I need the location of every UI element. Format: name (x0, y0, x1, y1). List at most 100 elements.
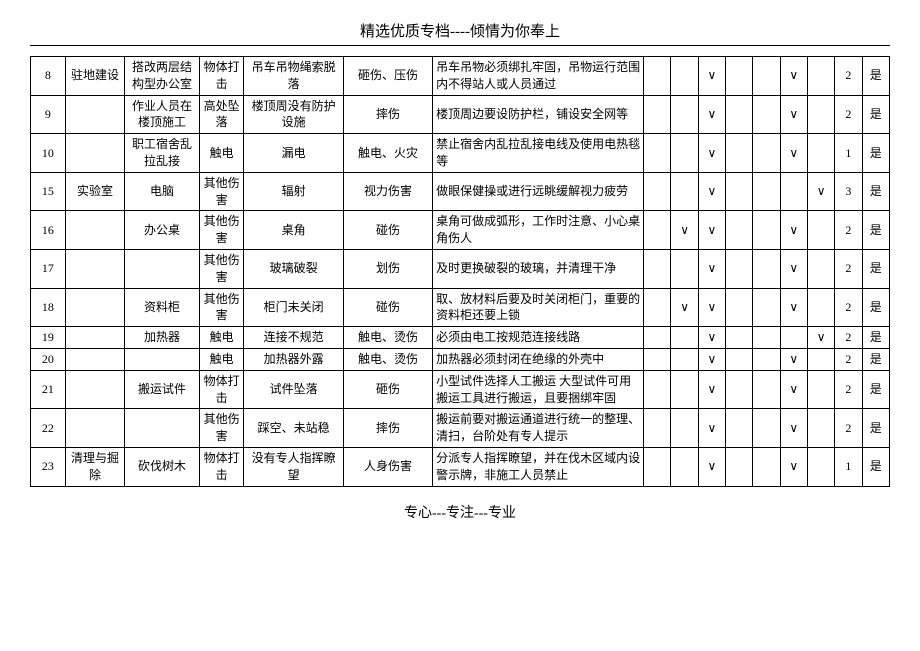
table-cell (65, 348, 125, 370)
table-row: 17其他伤害玻璃破裂划伤及时更换破裂的玻璃，并清理干净∨∨2是 (31, 249, 890, 288)
table-cell: ∨ (671, 211, 698, 250)
table-cell: ∨ (807, 172, 834, 211)
table-cell: 资料柜 (125, 288, 199, 327)
table-cell: ∨ (698, 172, 725, 211)
table-cell (65, 288, 125, 327)
table-cell (753, 370, 780, 409)
table-cell: 加热器外露 (244, 348, 343, 370)
table-cell: 2 (835, 370, 862, 409)
table-cell (65, 134, 125, 173)
page-header: 精选优质专档----倾情为你奉上 (30, 20, 890, 46)
table-cell: 是 (862, 288, 889, 327)
table-cell: 电脑 (125, 172, 199, 211)
table-cell (726, 134, 753, 173)
table-cell (671, 447, 698, 486)
table-cell: 其他伤害 (199, 409, 244, 448)
table-cell (644, 447, 671, 486)
table-cell (125, 409, 199, 448)
table-cell: 漏电 (244, 134, 343, 173)
table-cell: 15 (31, 172, 66, 211)
table-cell (753, 288, 780, 327)
table-cell (807, 57, 834, 96)
table-cell (753, 172, 780, 211)
table-cell: 2 (835, 288, 862, 327)
table-cell: ∨ (780, 447, 807, 486)
table-cell: 其他伤害 (199, 288, 244, 327)
table-cell (65, 249, 125, 288)
table-cell (753, 327, 780, 349)
table-cell: 砸伤 (343, 370, 432, 409)
table-cell: ∨ (780, 249, 807, 288)
table-cell (644, 95, 671, 134)
table-cell (65, 211, 125, 250)
table-cell: ∨ (698, 134, 725, 173)
table-cell (726, 348, 753, 370)
table-cell: 是 (862, 249, 889, 288)
table-cell: 是 (862, 409, 889, 448)
table-cell: 19 (31, 327, 66, 349)
table-cell: 清理与掘除 (65, 447, 125, 486)
table-cell (807, 134, 834, 173)
table-cell: 吊车吊物绳索脱落 (244, 57, 343, 96)
table-cell (807, 249, 834, 288)
table-cell (671, 95, 698, 134)
table-cell: 2 (835, 327, 862, 349)
table-cell: 3 (835, 172, 862, 211)
table-cell (753, 211, 780, 250)
table-cell: 桌角可做成弧形，工作时注意、小心桌角伤人 (433, 211, 644, 250)
table-cell: 物体打击 (199, 447, 244, 486)
table-cell: ∨ (780, 348, 807, 370)
table-cell (125, 249, 199, 288)
table-cell: ∨ (698, 57, 725, 96)
table-cell: ∨ (780, 57, 807, 96)
table-cell: 其他伤害 (199, 249, 244, 288)
table-cell: 2 (835, 57, 862, 96)
table-cell: 视力伤害 (343, 172, 432, 211)
table-row: 22其他伤害踩空、未站稳摔伤搬运前要对搬运通道进行统一的整理、清扫，台阶处有专人… (31, 409, 890, 448)
table-cell: 触电、烫伤 (343, 327, 432, 349)
table-cell: 物体打击 (199, 370, 244, 409)
table-cell (726, 57, 753, 96)
table-cell (65, 409, 125, 448)
table-cell: 17 (31, 249, 66, 288)
table-cell: 连接不规范 (244, 327, 343, 349)
table-cell: 必须由电工按规范连接线路 (433, 327, 644, 349)
table-cell: 作业人员在楼顶施工 (125, 95, 199, 134)
table-cell (644, 249, 671, 288)
table-cell: 砍伐树木 (125, 447, 199, 486)
table-cell: 没有专人指挥瞭望 (244, 447, 343, 486)
table-row: 20触电加热器外露触电、烫伤加热器必须封闭在绝缘的外壳中∨∨2是 (31, 348, 890, 370)
table-cell (807, 288, 834, 327)
table-cell (753, 134, 780, 173)
table-cell: 是 (862, 370, 889, 409)
table-cell (807, 95, 834, 134)
table-cell (671, 370, 698, 409)
table-cell: 是 (862, 57, 889, 96)
table-cell (644, 211, 671, 250)
table-cell (644, 370, 671, 409)
table-cell (671, 409, 698, 448)
table-cell (726, 327, 753, 349)
table-cell: 1 (835, 447, 862, 486)
table-row: 19加热器触电连接不规范触电、烫伤必须由电工按规范连接线路∨∨2是 (31, 327, 890, 349)
table-cell (726, 288, 753, 327)
table-cell: 触电 (199, 327, 244, 349)
table-cell: 8 (31, 57, 66, 96)
table-cell (644, 172, 671, 211)
table-cell: 其他伤害 (199, 172, 244, 211)
table-cell: ∨ (780, 211, 807, 250)
table-cell: 摔伤 (343, 409, 432, 448)
table-cell: 搬运试件 (125, 370, 199, 409)
table-cell: 楼顶周没有防护设施 (244, 95, 343, 134)
table-cell (644, 327, 671, 349)
table-cell: 人身伤害 (343, 447, 432, 486)
table-row: 18资料柜其他伤害柜门未关闭碰伤取、放材料后要及时关闭柜门，重要的资料柜还要上锁… (31, 288, 890, 327)
table-cell: 砸伤、压伤 (343, 57, 432, 96)
table-cell: 做眼保健操或进行远眺缓解视力疲劳 (433, 172, 644, 211)
table-cell: 桌角 (244, 211, 343, 250)
table-cell: 加热器 (125, 327, 199, 349)
table-cell: 物体打击 (199, 57, 244, 96)
table-cell (753, 447, 780, 486)
table-cell: 22 (31, 409, 66, 448)
table-cell: ∨ (780, 370, 807, 409)
